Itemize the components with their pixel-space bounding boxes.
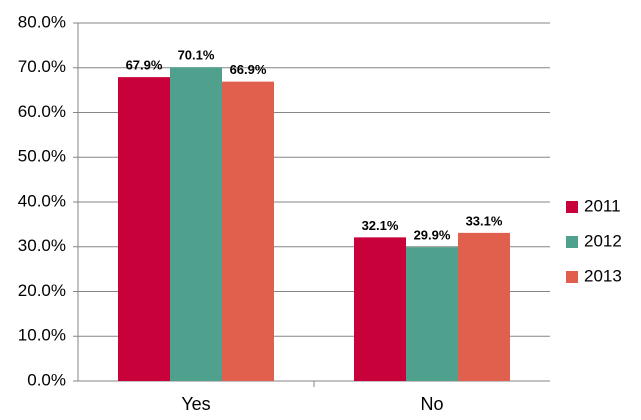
y-tick-label: 0.0% — [27, 370, 66, 389]
value-label: 33.1% — [466, 213, 503, 228]
bar — [170, 67, 222, 382]
legend-label: 2013 — [584, 266, 622, 285]
x-tick-label: No — [420, 394, 443, 414]
legend-label: 2012 — [584, 231, 622, 250]
bar — [222, 81, 274, 381]
value-label: 67.9% — [126, 58, 163, 73]
x-tick-label: Yes — [181, 394, 210, 414]
bar — [354, 237, 406, 381]
value-label: 70.1% — [178, 48, 215, 63]
y-tick-label: 10.0% — [18, 326, 66, 345]
y-tick-label: 50.0% — [18, 147, 66, 166]
bar — [458, 232, 510, 381]
bar — [118, 77, 170, 382]
legend-label: 2011 — [584, 196, 621, 215]
y-tick-label: 80.0% — [18, 12, 66, 31]
value-label: 66.9% — [230, 62, 267, 77]
bar — [406, 247, 458, 381]
y-tick-label: 70.0% — [18, 57, 66, 76]
y-tick-label: 30.0% — [18, 236, 66, 255]
legend-swatch — [566, 271, 578, 283]
value-label: 32.1% — [362, 218, 399, 233]
y-tick-label: 20.0% — [18, 281, 66, 300]
value-label: 29.9% — [414, 228, 451, 243]
y-tick-label: 40.0% — [18, 191, 66, 210]
y-tick-label: 60.0% — [18, 102, 66, 121]
legend-swatch — [566, 201, 578, 213]
legend-swatch — [566, 236, 578, 248]
